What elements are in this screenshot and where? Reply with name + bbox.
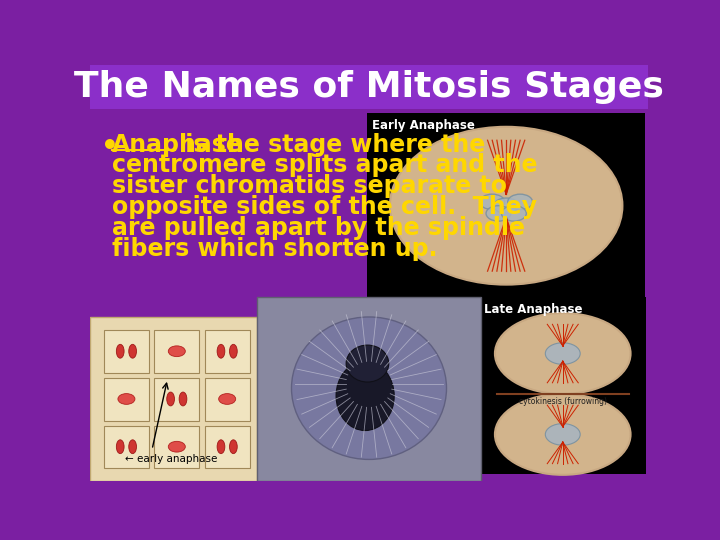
- Ellipse shape: [502, 206, 526, 221]
- Ellipse shape: [495, 313, 631, 394]
- Ellipse shape: [508, 194, 533, 210]
- Ellipse shape: [168, 441, 185, 452]
- Ellipse shape: [117, 440, 124, 454]
- Bar: [154, 426, 199, 468]
- Bar: [204, 378, 250, 421]
- Ellipse shape: [217, 440, 225, 454]
- Ellipse shape: [167, 392, 174, 406]
- Ellipse shape: [390, 127, 622, 285]
- Bar: [367, 112, 645, 299]
- Text: Early Anaphase: Early Anaphase: [372, 119, 475, 132]
- Text: •: •: [101, 132, 119, 160]
- Bar: [104, 426, 149, 468]
- Ellipse shape: [495, 394, 631, 475]
- Text: opposite sides of the cell.  They: opposite sides of the cell. They: [112, 195, 536, 219]
- Ellipse shape: [336, 361, 394, 430]
- Ellipse shape: [129, 440, 137, 454]
- Text: The Names of Mitosis Stages: The Names of Mitosis Stages: [74, 70, 664, 104]
- Text: fibers which shorten up.: fibers which shorten up.: [112, 237, 437, 260]
- Text: are pulled apart by the spindle: are pulled apart by the spindle: [112, 215, 525, 240]
- Text: is the stage where the: is the stage where the: [177, 132, 485, 157]
- Ellipse shape: [179, 392, 187, 406]
- Bar: [256, 298, 482, 481]
- Bar: [104, 378, 149, 421]
- Ellipse shape: [545, 343, 580, 364]
- Ellipse shape: [292, 317, 446, 460]
- Ellipse shape: [129, 345, 137, 358]
- Text: cytokinesis (furrowing): cytokinesis (furrowing): [518, 397, 607, 407]
- Ellipse shape: [494, 198, 518, 213]
- Ellipse shape: [230, 345, 238, 358]
- Ellipse shape: [217, 345, 225, 358]
- Ellipse shape: [168, 346, 185, 356]
- Bar: [154, 378, 199, 421]
- Text: ← early anaphase: ← early anaphase: [125, 454, 217, 464]
- Bar: [90, 318, 256, 481]
- Bar: [204, 426, 250, 468]
- Text: sister chromatids separate to: sister chromatids separate to: [112, 174, 507, 198]
- Ellipse shape: [219, 394, 235, 404]
- Ellipse shape: [480, 194, 505, 210]
- Ellipse shape: [486, 206, 510, 221]
- Bar: [480, 298, 647, 475]
- Text: Anaphase: Anaphase: [112, 132, 243, 157]
- Ellipse shape: [545, 423, 580, 445]
- Ellipse shape: [346, 345, 389, 382]
- Ellipse shape: [118, 394, 135, 404]
- Ellipse shape: [117, 345, 124, 358]
- FancyBboxPatch shape: [90, 65, 648, 110]
- Ellipse shape: [230, 440, 238, 454]
- Text: centromere splits apart and the: centromere splits apart and the: [112, 153, 537, 177]
- Bar: [204, 330, 250, 373]
- Text: Late Anaphase: Late Anaphase: [485, 303, 583, 316]
- Bar: [154, 330, 199, 373]
- Bar: [104, 330, 149, 373]
